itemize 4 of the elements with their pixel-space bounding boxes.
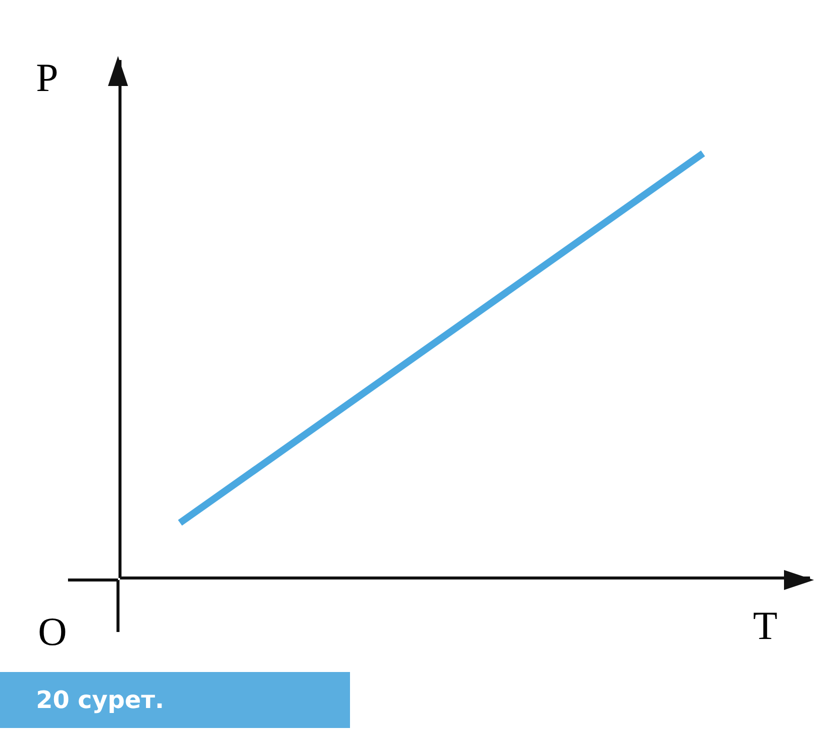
x-axis-title: T: [753, 603, 778, 648]
y-axis-title: P: [36, 55, 58, 100]
text: 20 сурет.: [0, 672, 350, 728]
text: O: [38, 609, 67, 654]
